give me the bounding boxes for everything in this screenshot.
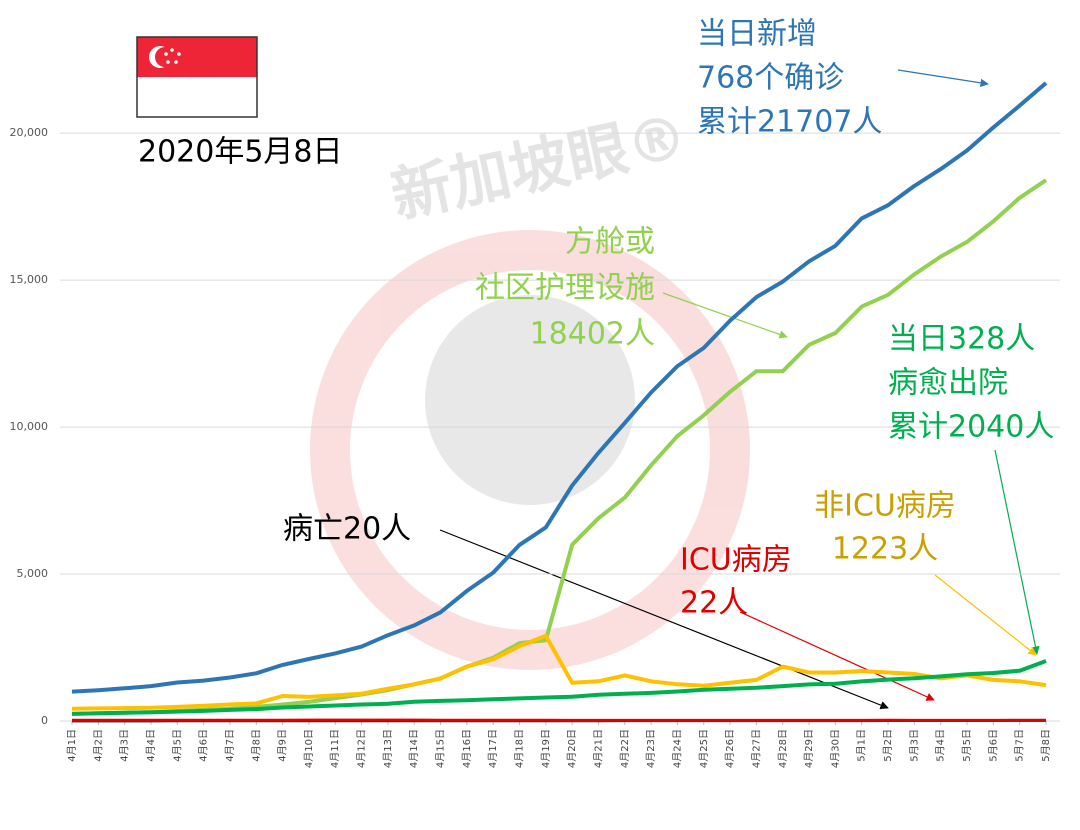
x-tick-label: 4月6日 [198, 729, 210, 762]
series-line [71, 659, 1047, 716]
x-tick-label: 4月7日 [224, 729, 236, 762]
x-tick-label: 5月7日 [1014, 729, 1026, 762]
x-tick-label: 4月30日 [829, 729, 841, 768]
x-tick-label: 4月15日 [435, 729, 447, 768]
x-tick-label: 4月19日 [540, 729, 552, 768]
x-tick-label: 5月1日 [856, 729, 868, 762]
watermark-logo [310, 230, 750, 670]
annotation: 当日新增 [697, 17, 817, 52]
x-tick-label: 4月1日 [66, 729, 78, 762]
x-tick-label: 4月24日 [671, 729, 683, 768]
y-tick-label: 5,000 [17, 567, 49, 580]
x-tick-label: 4月18日 [514, 729, 526, 768]
x-tick-label: 5月4日 [935, 729, 947, 762]
x-tick-label: 5月2日 [882, 729, 894, 762]
annotation: 病亡20人 [283, 512, 411, 547]
y-tick-label: 0 [41, 714, 48, 727]
x-tick-label: 4月16日 [461, 729, 473, 768]
annotation: 18402人 [530, 317, 655, 352]
x-tick-label: 4月2日 [92, 729, 104, 762]
x-tick-label: 5月5日 [961, 729, 973, 762]
x-tick-label: 4月8日 [250, 729, 262, 762]
annotation: ICU病房 [680, 543, 792, 578]
x-tick-label: 4月26日 [724, 729, 736, 768]
annotation: 病愈出院 [888, 366, 1008, 401]
annotation: 22人 [680, 586, 748, 621]
series-line [71, 633, 1047, 711]
x-tick-label: 4月9日 [277, 729, 289, 762]
x-tick-label: 4月21日 [592, 729, 604, 768]
arrows [439, 69, 1040, 710]
x-tick-label: 4月13日 [382, 729, 394, 768]
x-tick-label: 4月28日 [777, 729, 789, 768]
annotation: 非ICU病房 [814, 489, 956, 524]
x-tick-label: 5月6日 [987, 729, 999, 762]
x-tick-label: 4月14日 [408, 729, 420, 768]
x-tick-label: 4月23日 [645, 729, 657, 768]
x-tick-label: 4月29日 [803, 729, 815, 768]
x-tick-label: 4月22日 [619, 729, 631, 768]
x-tick-label: 4月12日 [356, 729, 368, 768]
y-tick-label: 15,000 [10, 273, 49, 286]
annotation: 1223人 [832, 532, 938, 567]
y-tick-label: 20,000 [10, 126, 49, 139]
annotation: 方舱或 [565, 225, 655, 260]
y-tick-label: 10,000 [10, 420, 49, 433]
x-tick-label: 4月3日 [119, 729, 131, 762]
x-tick-label: 4月27日 [750, 729, 762, 768]
x-tick-label: 5月8日 [1040, 729, 1052, 762]
series-line [71, 81, 1048, 694]
x-tick-label: 4月17日 [487, 729, 499, 768]
x-tick-label: 5月3日 [908, 729, 920, 762]
x-tick-label: 4月4日 [145, 729, 157, 762]
x-tick-label: 4月5日 [171, 729, 183, 762]
annotation: 当日328人 [888, 322, 1035, 357]
x-tick-label: 4月11日 [329, 729, 341, 768]
x-tick-label: 4月25日 [698, 729, 710, 768]
x-tick-label: 4月20日 [566, 729, 578, 768]
x-tick-label: 4月10日 [303, 729, 315, 768]
annotation: 768个确诊 [697, 61, 844, 96]
annotation: 累计21707人 [697, 105, 882, 140]
date-label: 2020年5月8日 [138, 135, 343, 170]
annotation: 累计2040人 [888, 410, 1054, 445]
watermark-text: 新加坡眼® [385, 101, 693, 232]
annotation: 社区护理设施 [475, 271, 655, 306]
flag [136, 36, 258, 118]
